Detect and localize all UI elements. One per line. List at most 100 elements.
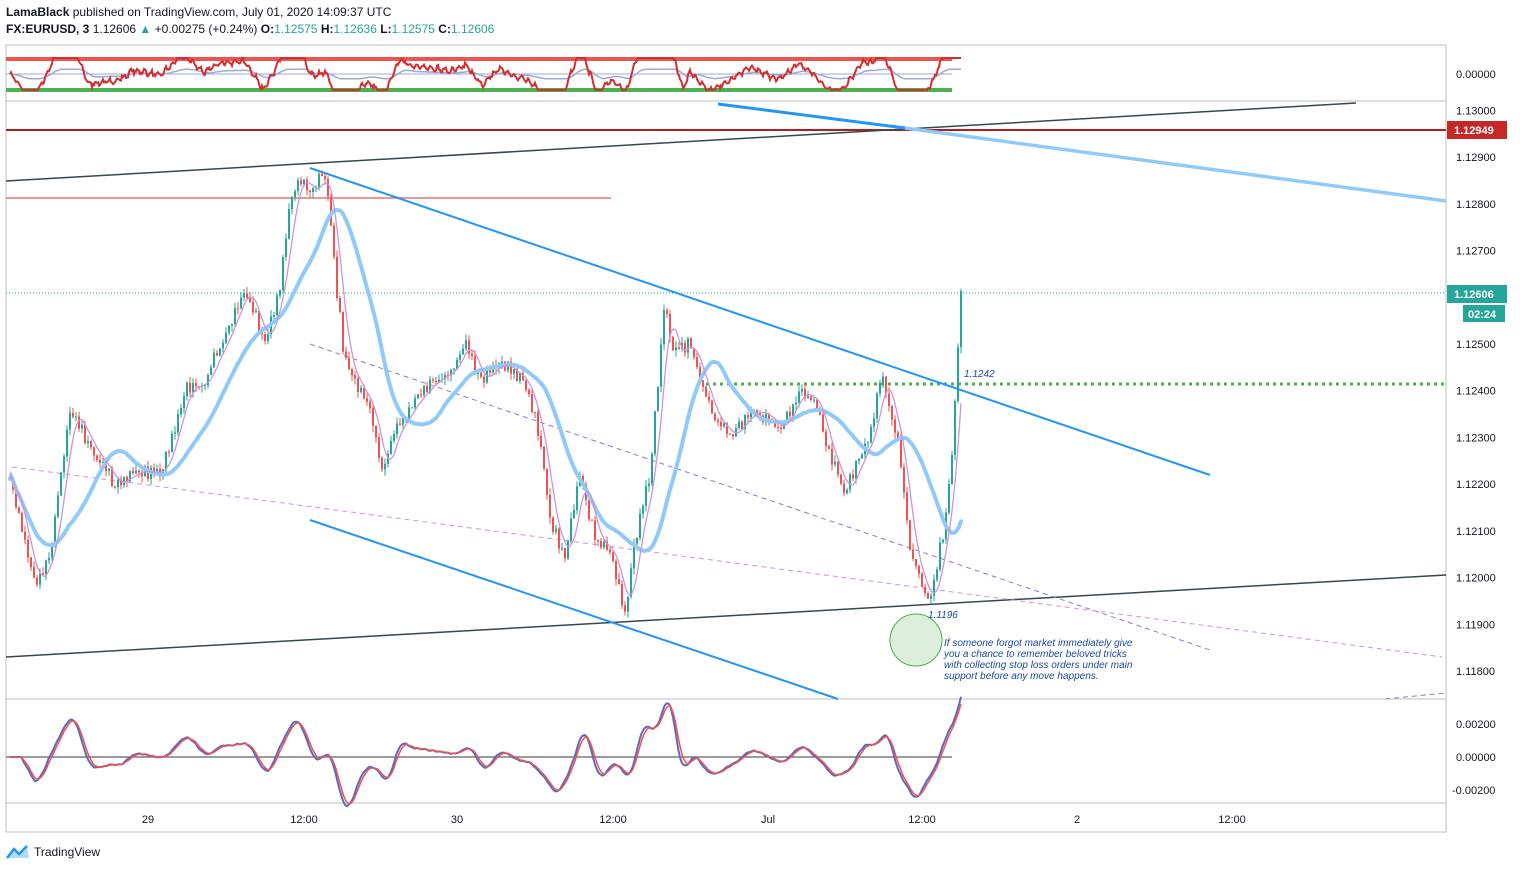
candle[interactable]	[423, 384, 425, 399]
candle[interactable]	[825, 428, 827, 452]
tradingview-brand[interactable]: TradingView	[34, 845, 101, 859]
candle[interactable]	[279, 289, 281, 299]
candle[interactable]	[357, 373, 359, 398]
candle[interactable]	[894, 415, 896, 439]
candle[interactable]	[891, 404, 893, 426]
candle[interactable]	[882, 371, 884, 389]
candle[interactable]	[114, 485, 116, 489]
trendline-dark-segment[interactable]	[717, 102, 906, 130]
candle[interactable]	[168, 449, 170, 457]
candle[interactable]	[846, 488, 848, 495]
candle[interactable]	[552, 516, 554, 535]
candle[interactable]	[465, 334, 467, 352]
candle[interactable]	[618, 572, 620, 585]
candle[interactable]	[288, 203, 290, 240]
candle[interactable]	[951, 450, 953, 486]
candle[interactable]	[576, 481, 578, 515]
candle[interactable]	[87, 435, 89, 448]
candle[interactable]	[90, 439, 92, 450]
candle[interactable]	[924, 583, 926, 597]
candle[interactable]	[285, 233, 287, 261]
candle[interactable]	[714, 412, 716, 422]
candle[interactable]	[717, 417, 719, 427]
candle[interactable]	[879, 379, 881, 398]
candle[interactable]	[348, 351, 350, 371]
candle[interactable]	[696, 352, 698, 370]
candle[interactable]	[300, 176, 302, 187]
candle[interactable]	[138, 469, 140, 478]
candle[interactable]	[915, 558, 917, 570]
candle[interactable]	[804, 383, 806, 402]
channel-midline[interactable]	[309, 343, 1211, 651]
candle[interactable]	[720, 417, 722, 431]
candle[interactable]	[723, 421, 725, 429]
candle[interactable]	[45, 559, 47, 581]
main-price-panel[interactable]: 1.13000 1.12900 1.12800 1.12700 1.12500 1.124…	[5, 102, 1507, 826]
candle[interactable]	[21, 511, 23, 533]
candle[interactable]	[108, 468, 110, 476]
candle[interactable]	[813, 397, 815, 404]
candle[interactable]	[888, 387, 890, 412]
candlestick-series[interactable]	[12, 170, 962, 618]
candle[interactable]	[603, 538, 605, 550]
candle[interactable]	[228, 325, 230, 336]
moving-average-slow[interactable]	[8, 207, 963, 553]
candle[interactable]	[936, 566, 938, 582]
candle[interactable]	[873, 412, 875, 433]
candle[interactable]	[870, 423, 872, 444]
candle[interactable]	[534, 411, 536, 419]
candle[interactable]	[558, 527, 560, 554]
moving-average-fast[interactable]	[9, 181, 962, 596]
publisher-name[interactable]: LamaBlack	[6, 5, 70, 19]
candle[interactable]	[177, 409, 179, 436]
candle[interactable]	[282, 254, 284, 293]
candle[interactable]	[390, 435, 392, 456]
candle[interactable]	[942, 538, 944, 544]
candle[interactable]	[459, 350, 461, 364]
candle[interactable]	[336, 250, 338, 301]
candle[interactable]	[540, 429, 542, 450]
candle[interactable]	[705, 385, 707, 398]
candle[interactable]	[180, 404, 182, 418]
candle[interactable]	[141, 469, 143, 483]
candle[interactable]	[333, 222, 335, 260]
candle[interactable]	[483, 374, 485, 388]
candle[interactable]	[654, 410, 656, 457]
candle[interactable]	[69, 406, 71, 436]
candle[interactable]	[561, 542, 563, 552]
candle[interactable]	[219, 348, 221, 357]
candle[interactable]	[183, 391, 185, 414]
candle[interactable]	[801, 384, 803, 396]
candle[interactable]	[342, 311, 344, 355]
candle[interactable]	[930, 593, 932, 605]
candle[interactable]	[777, 422, 779, 432]
time-axis[interactable]: 29 12:00 30 12:00 Jul 12:00 2 12:00	[142, 814, 1246, 826]
stop-hunt-circle[interactable]	[889, 613, 943, 667]
candle[interactable]	[297, 177, 299, 196]
candle[interactable]	[903, 462, 905, 499]
candle[interactable]	[312, 187, 314, 198]
candle[interactable]	[237, 302, 239, 315]
candle[interactable]	[255, 307, 257, 313]
candle[interactable]	[543, 445, 545, 471]
candle[interactable]	[102, 457, 104, 464]
candle[interactable]	[246, 287, 248, 300]
candle[interactable]	[843, 479, 845, 497]
candle[interactable]	[186, 380, 188, 401]
candle[interactable]	[171, 430, 173, 453]
candle[interactable]	[135, 464, 137, 475]
candle[interactable]	[639, 508, 641, 541]
candle[interactable]	[57, 491, 59, 519]
candle[interactable]	[291, 195, 293, 215]
candle[interactable]	[231, 323, 233, 332]
candle[interactable]	[711, 399, 713, 414]
channel-upper-line[interactable]	[309, 167, 1211, 476]
candle[interactable]	[189, 376, 191, 398]
candle[interactable]	[531, 389, 533, 414]
candle[interactable]	[831, 442, 833, 471]
candle[interactable]	[216, 349, 218, 357]
price-axis[interactable]: 1.13000 1.12900 1.12800 1.12700 1.12500 1.124…	[1456, 105, 1496, 678]
candle[interactable]	[36, 574, 38, 588]
candle[interactable]	[591, 519, 593, 522]
